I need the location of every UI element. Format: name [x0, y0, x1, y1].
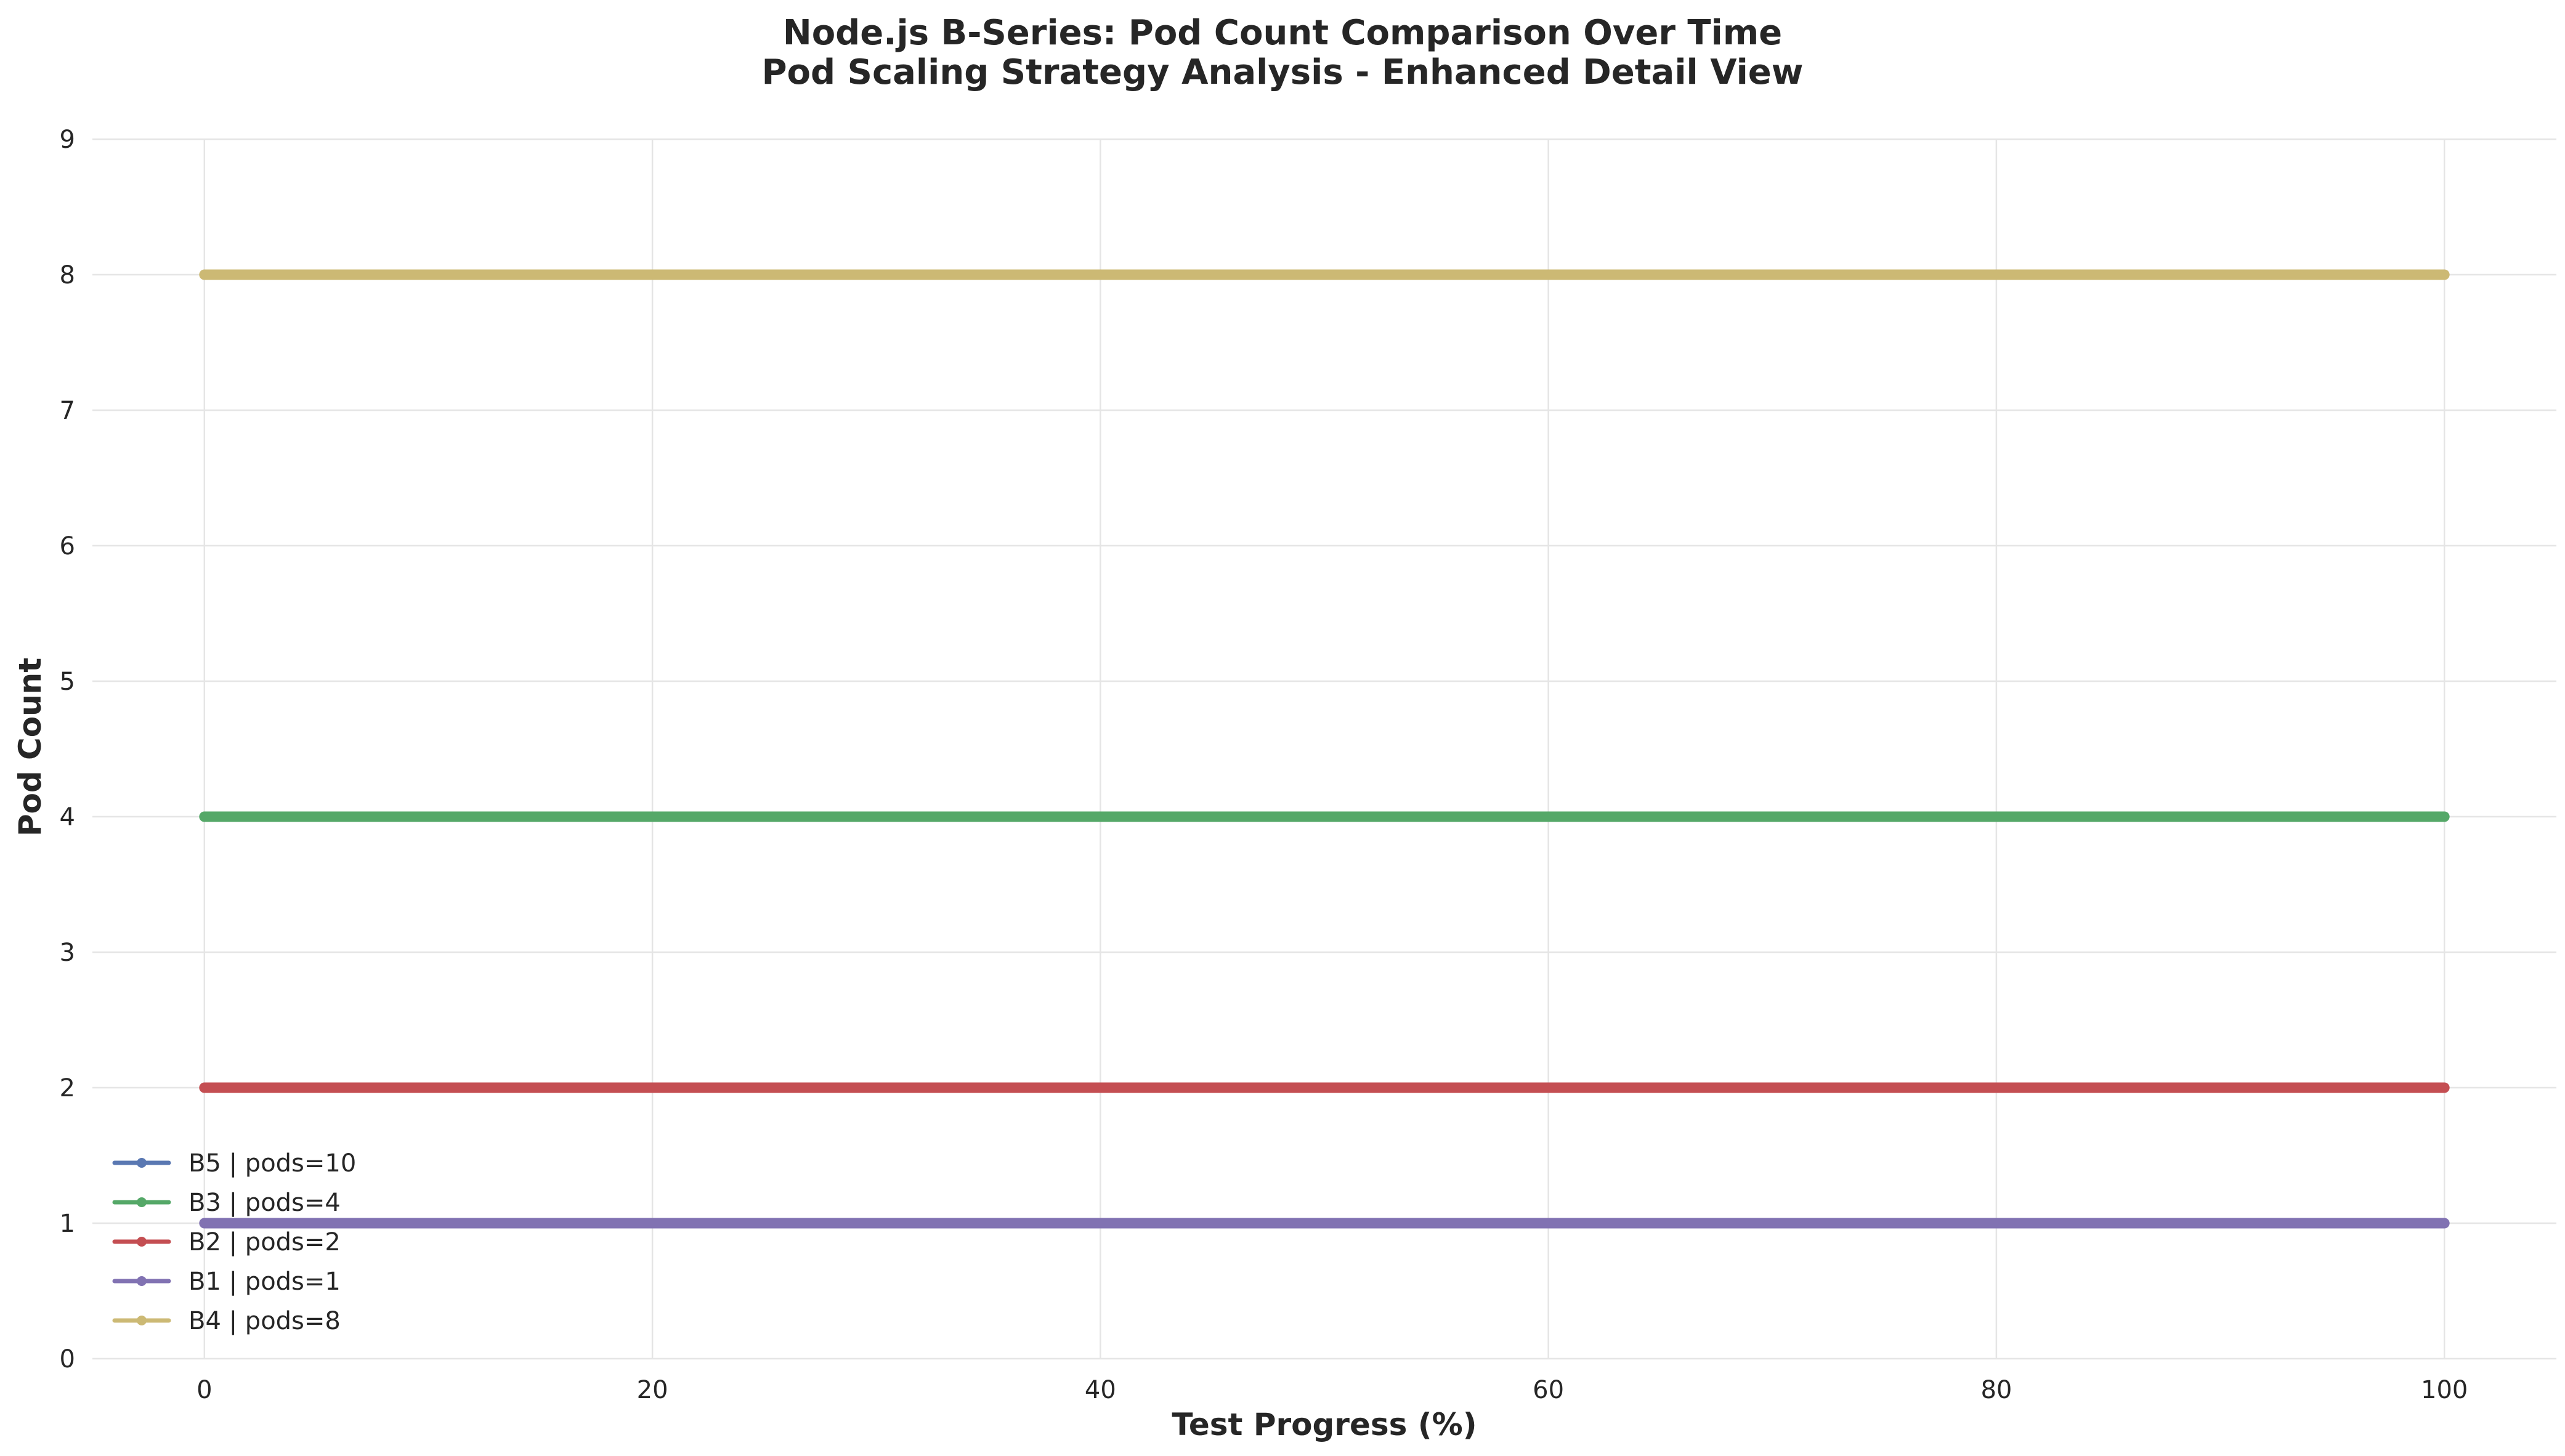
legend-marker	[137, 1316, 147, 1325]
legend: B5 | pods=10 B3 | pods=4 B2 | pods=2 B1 | p…	[112, 1149, 356, 1335]
y-tick-label: 6	[60, 532, 75, 560]
y-tick-label: 2	[60, 1074, 75, 1102]
legend-item: B2 | pods=2	[112, 1228, 341, 1256]
x-tick-label: 60	[1533, 1376, 1564, 1404]
legend-marker	[137, 1158, 147, 1168]
grid	[92, 138, 2556, 1360]
legend-item: B4 | pods=8	[112, 1307, 341, 1335]
legend-item: B1 | pods=1	[112, 1268, 341, 1296]
legend-label: B5 | pods=10	[188, 1149, 356, 1178]
y-tick-labels: 0 1 2 3 4 5 6 7 8 9	[60, 126, 75, 1373]
y-tick-label: 0	[60, 1345, 75, 1373]
x-tick-labels: 0 20 40 60 80 100	[197, 1376, 2468, 1404]
chart-title: Node.js B-Series: Pod Count Comparison O…	[783, 13, 1782, 53]
y-tick-label: 7	[60, 397, 75, 425]
x-tick-label: 20	[637, 1376, 668, 1404]
y-tick-label: 8	[60, 261, 75, 289]
x-tick-label: 100	[2421, 1376, 2468, 1404]
y-tick-label: 9	[60, 126, 75, 154]
series-lines	[199, 269, 2450, 1229]
y-tick-label: 1	[60, 1210, 75, 1238]
legend-label: B2 | pods=2	[188, 1228, 341, 1256]
legend-marker	[137, 1237, 147, 1247]
y-tick-label: 4	[60, 803, 75, 831]
chart-subtitle: Pod Scaling Strategy Analysis - Enhanced…	[762, 52, 1804, 92]
x-tick-label: 40	[1085, 1376, 1116, 1404]
y-axis-label: Pod Count	[12, 658, 48, 836]
x-tick-label: 0	[197, 1376, 212, 1404]
legend-label: B3 | pods=4	[188, 1189, 341, 1217]
legend-marker	[137, 1276, 147, 1286]
legend-label: B1 | pods=1	[188, 1268, 341, 1296]
legend-label: B4 | pods=8	[188, 1307, 341, 1335]
legend-item: B3 | pods=4	[112, 1189, 341, 1217]
y-tick-label: 3	[60, 939, 75, 967]
x-axis-label: Test Progress (%)	[1172, 1407, 1477, 1442]
legend-marker	[137, 1197, 147, 1207]
y-tick-label: 5	[60, 668, 75, 696]
x-tick-label: 80	[1980, 1376, 2012, 1404]
legend-item: B5 | pods=10	[112, 1149, 356, 1178]
